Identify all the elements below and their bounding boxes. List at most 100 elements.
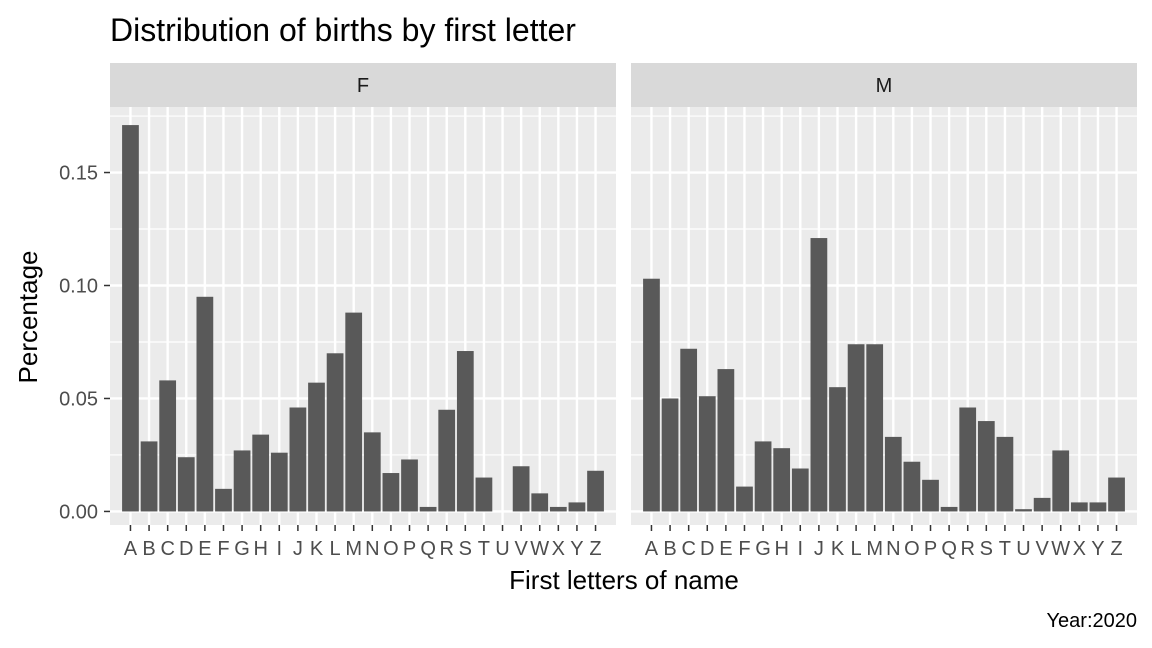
y-axis: 0.00 0.05 0.10 0.15 [59, 163, 110, 523]
x-tick-label: N [886, 538, 900, 560]
x-tick-label: A [124, 538, 138, 560]
bar-f-g [233, 450, 251, 512]
x-tick-label: C [160, 538, 174, 560]
bar-f-y [568, 502, 586, 512]
bar-f-d [177, 457, 195, 512]
bar-m-q [940, 506, 958, 512]
bar-f-j [289, 407, 307, 512]
bar-f-o [382, 473, 400, 512]
x-tick-label: R [439, 538, 453, 560]
x-tick-label: I [277, 538, 283, 560]
x-tick-label: V [514, 538, 528, 560]
bar-m-f [736, 486, 753, 512]
bar-m-t [996, 436, 1014, 512]
bar-f-a [122, 125, 139, 512]
x-tick-label: T [999, 538, 1011, 560]
bar-f-m [345, 312, 363, 512]
bar-f-v [512, 466, 530, 512]
x-tick-label: H [774, 538, 788, 560]
x-tick-label: B [142, 538, 155, 560]
x-tick-label: G [234, 538, 250, 560]
bar-f-k [308, 382, 325, 512]
bar-m-w [1052, 450, 1070, 512]
x-tick-label: L [851, 538, 862, 560]
x-tick-label: A [645, 538, 659, 560]
bar-f-z [587, 470, 604, 512]
bar-m-c [680, 348, 698, 512]
bar-f-c [159, 380, 177, 512]
x-tick-label: Y [570, 538, 583, 560]
bar-m-e [717, 369, 735, 512]
x-tick-label: Y [1091, 538, 1104, 560]
chart-title: Distribution of births by first letter [110, 12, 576, 48]
facet-strip [110, 63, 616, 107]
bar-m-k [829, 387, 846, 512]
x-tick-label: I [798, 538, 804, 560]
x-tick-label: Q [420, 538, 436, 560]
bar-f-h [252, 434, 270, 512]
x-tick-label: L [330, 538, 341, 560]
facet-panel-m: MA B C D E F G H I J K L M N O P Q R S T U V W X Y Z [631, 63, 1137, 560]
bar-f-l [326, 353, 344, 512]
facet-strip [631, 63, 1137, 107]
x-tick-label: Q [941, 538, 957, 560]
bar-m-y [1089, 502, 1107, 512]
bar-m-i [791, 468, 809, 512]
facet-strip-label: M [876, 75, 893, 97]
x-tick-label: M [345, 538, 362, 560]
y-axis-title: Percentage [13, 251, 43, 384]
bar-f-q [419, 506, 437, 512]
bar-m-j [810, 238, 828, 512]
x-tick-label: B [663, 538, 676, 560]
x-tick-label: V [1035, 538, 1049, 560]
bar-f-t [475, 477, 493, 512]
bar-m-m [866, 344, 884, 512]
x-tick-label: C [681, 538, 695, 560]
x-tick-label: N [365, 538, 379, 560]
bar-m-l [847, 344, 865, 512]
chart-caption: Year:2020 [1047, 610, 1137, 632]
x-tick-label: E [719, 538, 732, 560]
bar-m-n [884, 436, 902, 512]
facet-strip-label: F [357, 75, 369, 97]
bar-f-e [196, 296, 214, 512]
x-tick-label: E [198, 538, 211, 560]
x-tick-label: W [1051, 538, 1070, 560]
bar-m-v [1033, 497, 1051, 512]
bar-m-r [959, 407, 977, 512]
x-tick-label: K [831, 538, 845, 560]
x-tick-label: P [924, 538, 937, 560]
x-tick-label: S [459, 538, 472, 560]
bar-m-d [698, 396, 716, 512]
bar-m-z [1108, 477, 1125, 512]
x-tick-label: K [310, 538, 324, 560]
y-tick-label: 0.15 [59, 163, 98, 185]
x-tick-label: R [960, 538, 974, 560]
x-tick-label: P [403, 538, 416, 560]
bar-f-p [401, 459, 418, 512]
bar-f-b [140, 441, 158, 512]
y-tick-label: 0.00 [59, 501, 98, 523]
bar-m-g [754, 441, 772, 512]
x-tick-label: O [383, 538, 399, 560]
x-tick-label: D [700, 538, 714, 560]
bar-m-a [643, 278, 660, 512]
bar-m-p [922, 479, 939, 512]
bar-f-r [438, 409, 456, 512]
x-tick-label: X [552, 538, 565, 560]
bar-m-u [1015, 509, 1032, 512]
bar-m-o [903, 461, 921, 512]
bar-f-w [531, 493, 549, 512]
x-tick-label: J [814, 538, 824, 560]
x-tick-label: X [1073, 538, 1086, 560]
x-tick-label: U [1016, 538, 1030, 560]
facet-panel-f: FA B C D E F G H I J K L M N O P Q R S T U V W X Y Z [110, 63, 616, 560]
x-tick-label: T [478, 538, 490, 560]
x-tick-label: U [495, 538, 509, 560]
x-tick-label: S [980, 538, 993, 560]
bar-f-x [549, 506, 567, 512]
x-tick-label: J [293, 538, 303, 560]
y-tick-label: 0.05 [59, 388, 98, 410]
x-tick-label: Z [1110, 538, 1122, 560]
x-tick-label: F [738, 538, 750, 560]
